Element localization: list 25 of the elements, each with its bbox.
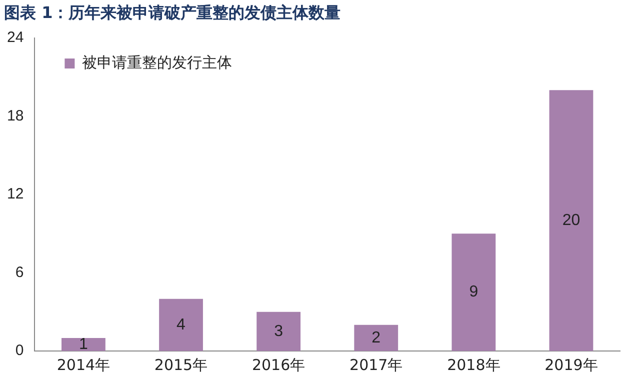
legend-label: 被申请重整的发行主体 [82,53,232,72]
data-label: 3 [274,322,284,340]
x-tick-label: 2017年 [350,356,403,374]
bar [159,298,203,351]
y-tick-label: 0 [15,342,24,360]
y-tick-label: 18 [6,107,24,124]
data-label: 20 [562,212,580,229]
bar [549,90,594,351]
x-tick-label: 2014年 [56,356,110,374]
data-label: 2 [372,329,381,346]
chart-title: 图表 1：历年来被申请破产重整的发债主体数量 [3,2,342,24]
bar [452,234,496,351]
x-tick-label: 2016年 [252,356,306,374]
x-tick-label: 2018年 [447,356,500,374]
y-tick-label: 24 [6,29,24,46]
x-tick-label: 2015年 [154,356,208,374]
y-tick-label: 12 [6,186,24,203]
x-tick-label: 2019年 [544,356,598,374]
data-label: 1 [79,336,88,353]
bar [62,338,106,351]
data-label: 4 [176,316,186,334]
bar [256,312,301,351]
y-tick-label: 6 [15,264,24,281]
data-label: 9 [469,284,478,301]
bar [354,324,398,351]
